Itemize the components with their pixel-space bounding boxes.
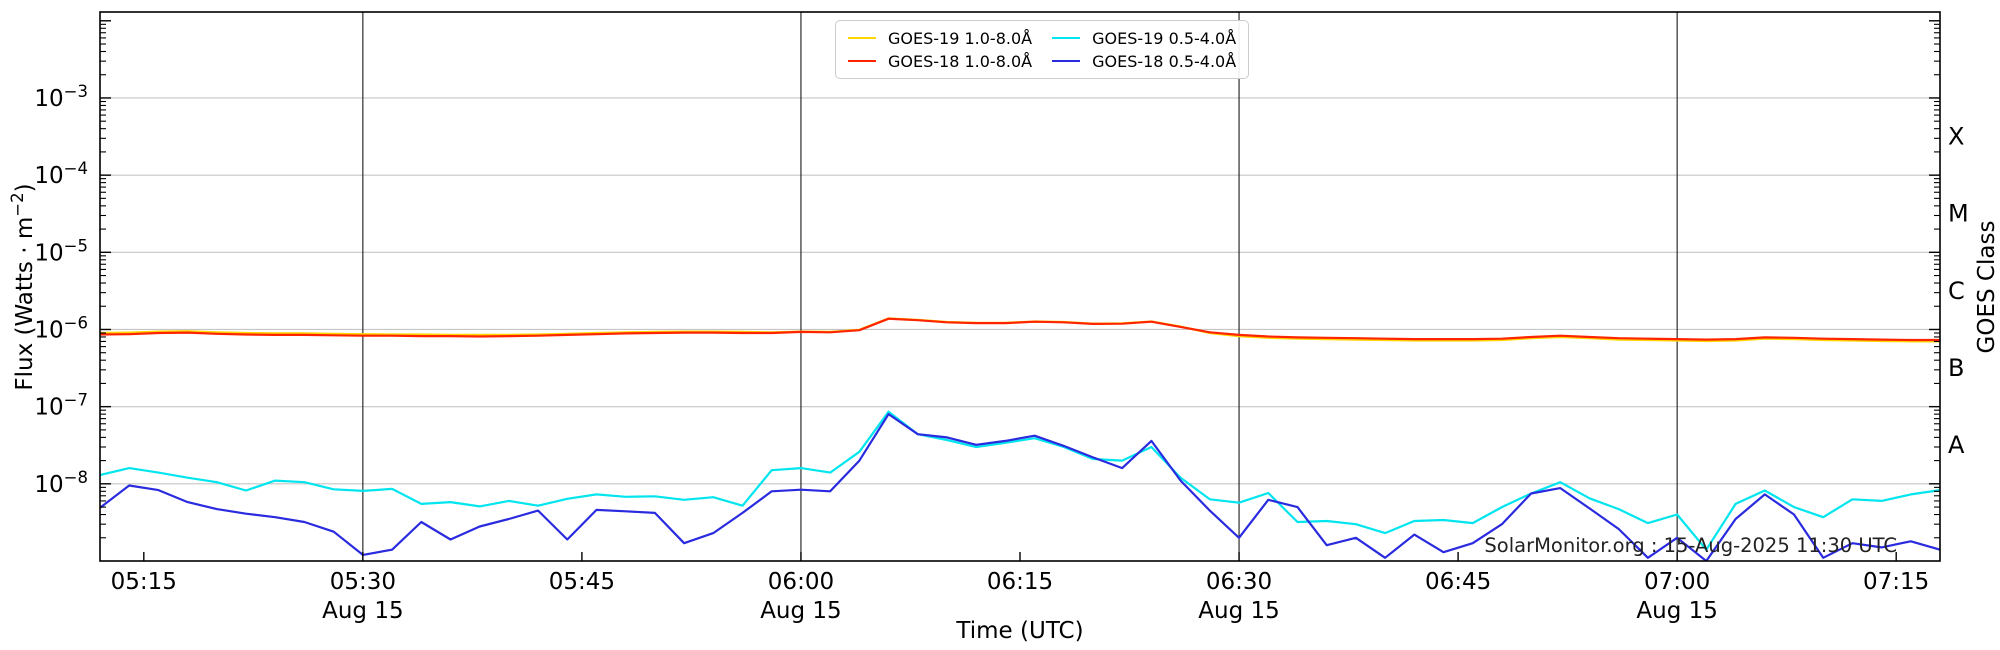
series-line-goes-18-0-5-4-0 xyxy=(100,413,1940,561)
legend-item: GOES-19 0.5-4.0Å xyxy=(1052,27,1236,49)
legend-item: GOES-18 0.5-4.0Å xyxy=(1052,50,1236,72)
y-tick-label: 10−3 xyxy=(34,82,88,112)
legend-label: GOES-19 0.5-4.0Å xyxy=(1092,28,1237,48)
x-tick-label: 07:15 xyxy=(1863,569,1929,595)
goes-class-label: X xyxy=(1948,123,1964,151)
legend-swatch-icon xyxy=(1052,60,1081,62)
x-tick-label: 06:45 xyxy=(1425,569,1491,595)
goes-class-label: A xyxy=(1948,431,1965,459)
y-axis-title: Flux (Watts · m−2) xyxy=(8,183,38,390)
legend: GOES-19 1.0-8.0Å GOES-18 1.0-8.0Å GOES-19 … xyxy=(835,20,1250,79)
x-tick-label: 05:15 xyxy=(111,569,177,595)
grid-layer xyxy=(100,12,1940,561)
x-tick-label: 06:15 xyxy=(987,569,1053,595)
legend-label: GOES-18 1.0-8.0Å xyxy=(888,51,1033,71)
goes-class-label: M xyxy=(1948,200,1969,228)
date-label: Aug 15 xyxy=(322,598,404,624)
series-line-goes-18-1-0-8-0 xyxy=(100,317,1940,342)
legend-swatch-icon xyxy=(848,60,876,62)
legend-item: GOES-19 1.0-8.0Å xyxy=(848,27,1032,49)
x-axis-title: Time (UTC) xyxy=(955,618,1083,644)
legend-label: GOES-18 0.5-4.0Å xyxy=(1092,51,1237,71)
legend-item: GOES-18 1.0-8.0Å xyxy=(848,50,1032,72)
legend-swatch-icon xyxy=(1052,37,1081,39)
axis-layer: 05:15 05:30 05:45 06:00 06:15 06:30 06:45 07:00… xyxy=(34,11,1969,624)
x-tick-label: 05:30 xyxy=(330,569,396,595)
watermark-text: SolarMonitor.org : 15-Aug-2025 11:30 UTC xyxy=(1484,534,1897,557)
goes-class-axis-title: GOES Class xyxy=(1974,221,2000,354)
legend-swatch-icon xyxy=(848,37,876,39)
y-tick-label: 10−8 xyxy=(34,468,88,498)
y-tick-label: 10−7 xyxy=(34,391,88,421)
plot-spines xyxy=(99,11,1941,562)
series-layer xyxy=(100,317,1940,561)
x-tick-label: 05:45 xyxy=(549,569,615,595)
series-line-goes-19-0-5-4-0 xyxy=(100,410,1940,551)
date-label: Aug 15 xyxy=(1636,598,1718,624)
y-tick-label: 10−4 xyxy=(34,159,88,189)
y-tick-label: 10−6 xyxy=(34,313,88,343)
y-tick-label: 10−5 xyxy=(34,236,88,266)
date-label: Aug 15 xyxy=(760,598,842,624)
goes-class-label: C xyxy=(1948,277,1965,305)
goes-class-label: B xyxy=(1948,354,1964,382)
x-tick-label: 06:30 xyxy=(1206,569,1272,595)
legend-label: GOES-19 1.0-8.0Å xyxy=(888,28,1033,48)
x-tick-label: 07:00 xyxy=(1644,569,1710,595)
date-label: Aug 15 xyxy=(1198,598,1280,624)
x-tick-label: 06:00 xyxy=(768,569,834,595)
